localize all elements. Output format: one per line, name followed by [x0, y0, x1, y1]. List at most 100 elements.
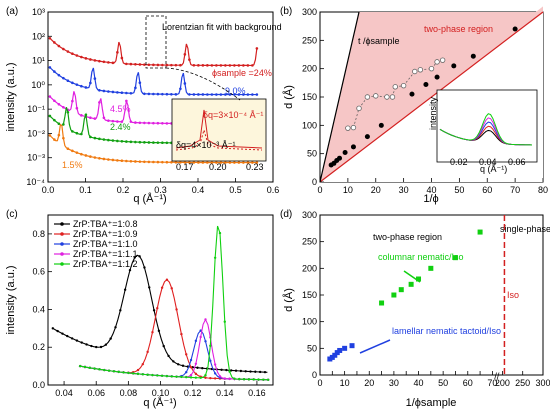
c-series-point: [175, 375, 178, 378]
a-series-point: [138, 121, 142, 125]
c-legend-marker: [60, 232, 64, 236]
a-series-point: [251, 93, 254, 96]
c-series-point: [204, 318, 207, 321]
a-series-point: [84, 86, 88, 89]
a-series-point: [111, 61, 115, 65]
a-series-point: [174, 93, 178, 96]
a-series-point: [98, 137, 101, 141]
a-series-point: [125, 91, 128, 95]
c-ytick-label: 0.4: [32, 304, 45, 314]
a-series-point: [156, 160, 160, 164]
b-xtick-label: 60: [482, 185, 492, 195]
a-series-point: [120, 91, 124, 95]
a-series-point: [197, 93, 200, 96]
a-series-point: [107, 158, 110, 161]
c-series-point: [170, 375, 173, 378]
a-series-point: [134, 86, 137, 90]
a-series-point: [152, 121, 155, 125]
a-series-point: [134, 160, 137, 163]
a-series-point: [170, 160, 173, 164]
c-series-point: [141, 373, 145, 376]
c-series-point: [160, 286, 164, 289]
a-xtick-label: 0.4: [192, 185, 205, 195]
a-series-point: [143, 63, 146, 66]
c-xtick-label: 0.12: [184, 388, 202, 398]
a-series-point: [152, 141, 155, 144]
d-ytick-label: 50: [307, 343, 317, 353]
a-ytick-label: 10⁰: [31, 80, 45, 90]
a-series-point: [188, 161, 191, 164]
a-series-point: [89, 58, 92, 61]
c-series-point: [258, 370, 262, 374]
panel-a-zoom-connector: [165, 67, 241, 101]
c-xtick-label: 0.16: [248, 388, 266, 398]
a-series-point: [138, 63, 142, 66]
b-filled-point: [470, 53, 476, 59]
a-series-point: [107, 138, 110, 142]
panel-b-xlabel: 1/ϕ: [423, 193, 438, 205]
c-series-point: [185, 353, 188, 356]
c-series-point: [209, 344, 212, 347]
annotation-fit: Lorentzian fit with background: [162, 22, 282, 32]
a-series-point: [206, 161, 209, 164]
panel-c-series: [51, 225, 270, 381]
c-series-point: [242, 378, 246, 381]
a-series-point: [120, 120, 124, 123]
c-xtick-label: 0.10: [152, 388, 170, 398]
b-open-point: [434, 59, 440, 65]
d-axis-break: //: [494, 371, 500, 381]
c-series-point: [204, 376, 207, 379]
inset-peak-curve: [175, 109, 263, 149]
c-series-point: [199, 376, 202, 379]
a-series-point: [152, 92, 155, 96]
panel-a-zoom-box: [145, 15, 167, 69]
a-xtick-label: 0.6: [267, 185, 280, 195]
a-series-point: [147, 92, 151, 96]
c-series-point: [146, 373, 149, 376]
a-series-point: [165, 122, 169, 125]
a-series-point: [179, 87, 182, 91]
a-series-point: [98, 88, 101, 92]
c-legend-label: ZrP:TBA⁺=1:1.1: [73, 249, 138, 259]
c-xtick-label: 0.08: [120, 388, 138, 398]
a-series-point: [237, 93, 241, 96]
a-series-point: [129, 159, 133, 163]
c-series-point: [61, 332, 64, 335]
panel-a: 0.0 0.1 0.2 0.3 0.4 0.5 0.6 10⁻⁴ 10⁻³ 10⁻² 10⁻¹ 10⁰…: [5, 6, 282, 205]
panel-c-ticks: 0.04 0.06 0.08 0.10 0.12 0.14 0.16 0.0 0.2 0.4 0.6…: [32, 229, 265, 398]
b-filled-point: [364, 134, 370, 140]
c-series-point: [70, 337, 74, 340]
c-xtick-label: 0.04: [55, 388, 73, 398]
two-phase-label-b: two-phase region: [424, 24, 493, 34]
c-series-point: [247, 378, 251, 381]
c-series-point: [228, 377, 231, 381]
c-series-point: [189, 373, 193, 377]
d-ytick-label: 200: [302, 263, 317, 273]
c-legend-marker: [60, 222, 64, 226]
c-series-point: [80, 341, 83, 344]
b-open-point: [350, 124, 357, 131]
c-series-line: [80, 329, 269, 381]
c-xtick-label: 0.06: [87, 388, 105, 398]
panel-b-inset-ylabel: intensity: [428, 96, 438, 130]
a-series-point: [138, 81, 142, 85]
c-series-point: [138, 255, 141, 258]
c-series-point: [244, 370, 247, 373]
c-series-point: [95, 345, 98, 349]
a-series-point: [201, 93, 205, 96]
label-24pct: ϕsample =24%: [212, 68, 272, 78]
a-series-point: [48, 134, 52, 137]
a-series-point: [48, 36, 52, 40]
c-legend-label: ZrP:TBA⁺=1:1.2: [73, 259, 138, 269]
line-label-b: t /ϕsample: [358, 36, 400, 46]
a-series-point: [255, 93, 259, 96]
panel-d-xlabel: 1/ϕsample: [406, 397, 457, 409]
d-xtick-label: 60: [463, 378, 473, 388]
c-series-point: [119, 309, 122, 312]
b-xtick-label: 80: [538, 185, 548, 195]
a-series-point: [48, 66, 52, 69]
d-green-point: [398, 287, 404, 293]
a-series-point: [71, 149, 74, 153]
b-ytick-label: 0: [312, 177, 317, 187]
